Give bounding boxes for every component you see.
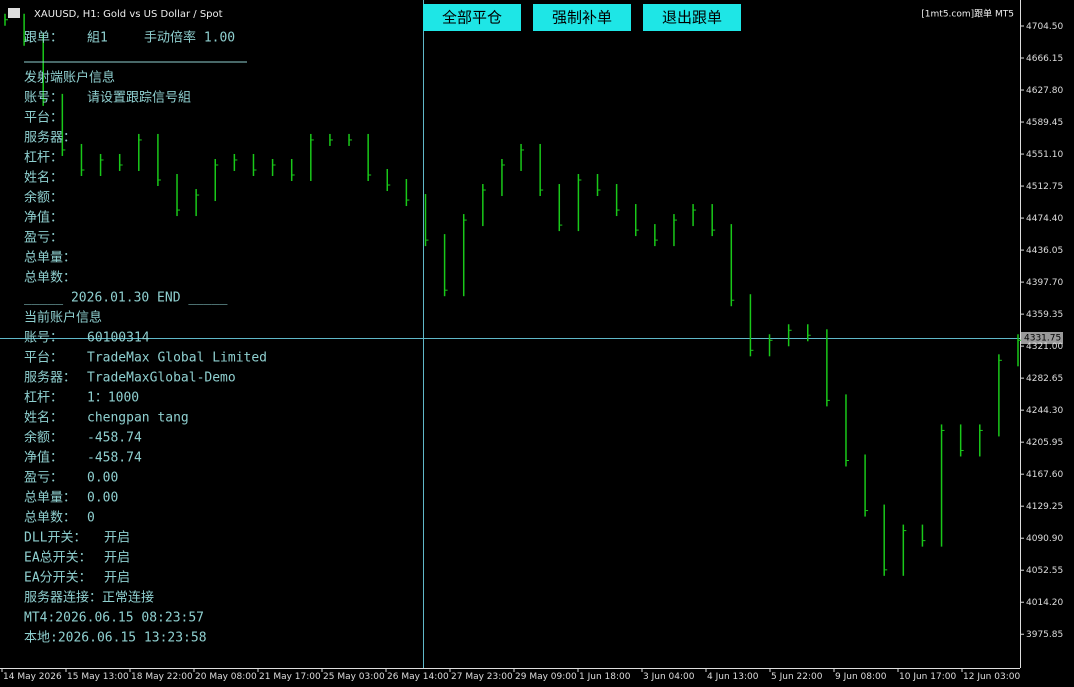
panel-text: 0: [87, 511, 95, 526]
panel-text: 请设置跟踪信号組: [87, 91, 191, 106]
y-tick-label: 4282.65: [1026, 374, 1063, 384]
button-label[interactable]: 强制补单: [552, 9, 612, 27]
panel-text: chengpan tang: [87, 411, 189, 426]
panel-text: 开启: [104, 571, 130, 586]
panel-text: 净值：: [24, 210, 63, 226]
panel-text: 发射端账户信息: [24, 70, 115, 86]
y-tick-label: 4397.70: [1026, 278, 1063, 288]
panel-text: 账号：: [24, 331, 63, 346]
x-tick-label: 4 Jun 13:00: [707, 672, 759, 682]
button[interactable]: 全部平仓: [423, 4, 521, 31]
button-label[interactable]: 全部平仓: [442, 9, 502, 27]
panel-text: 1：1000: [87, 391, 139, 406]
button[interactable]: 强制补单: [533, 4, 631, 31]
panel-text: MT4:2026.06.15 08:23:57: [24, 611, 204, 626]
panel-text: 姓名：: [24, 170, 63, 186]
x-tick-label: 1 Jun 18:00: [579, 672, 631, 682]
panel-text: TradeMaxGlobal-Demo: [87, 371, 236, 386]
y-tick-label: 4589.45: [1026, 118, 1063, 128]
y-tick-label: 4167.60: [1026, 470, 1063, 480]
y-tick-label: 4321.00: [1026, 342, 1063, 352]
panel-text: 余额：: [24, 430, 63, 446]
panel-text: 开启: [104, 531, 130, 546]
y-tick-label: 4551.10: [1026, 150, 1063, 160]
x-tick-label: 14 May 2026: [3, 672, 62, 682]
panel-text: 开启: [104, 551, 130, 566]
x-tick-label: 9 Jun 08:00: [835, 672, 887, 682]
x-tick-label: 29 May 09:00: [515, 672, 577, 682]
button-bg[interactable]: [643, 4, 741, 31]
button-bg[interactable]: [423, 4, 521, 31]
x-tick-label: 26 May 14:00: [387, 672, 449, 682]
panel-text: TradeMax Global Limited: [87, 351, 267, 366]
y-tick-label: 4129.25: [1026, 502, 1063, 512]
x-tick-label: 3 Jun 04:00: [643, 672, 695, 682]
panel-text: 跟单：: [24, 31, 63, 46]
y-tick-label: 4666.15: [1026, 54, 1063, 64]
y-tick-label: 4474.40: [1026, 214, 1063, 224]
y-tick-label: 4627.80: [1026, 86, 1063, 96]
panel-text: DLL开关：: [24, 531, 86, 546]
panel-text: -458.74: [87, 451, 142, 466]
x-tick-label: 15 May 13:00: [67, 672, 129, 682]
x-tick-label: 27 May 23:00: [451, 672, 513, 682]
panel-text: 0.00: [87, 471, 118, 486]
brand: [1mt5.com]跟单 MT5: [921, 8, 1014, 20]
y-tick-label: 4359.35: [1026, 310, 1063, 320]
panel-text: 总单数：: [24, 511, 76, 526]
button[interactable]: 退出跟单: [643, 4, 741, 31]
panel-text: 60100314: [87, 331, 150, 346]
y-tick-label: 4052.55: [1026, 566, 1063, 576]
panel-text: 净值：: [24, 450, 63, 466]
x-tick-label: 25 May 03:00: [323, 672, 385, 682]
y-tick-label: 3975.85: [1026, 630, 1063, 640]
x-tick-label: 18 May 22:00: [131, 672, 193, 682]
menu-icon[interactable]: [8, 8, 20, 18]
panel-text: 服务器：: [24, 130, 76, 146]
x-tick-label: 10 Jun 17:00: [899, 672, 956, 682]
panel-text: -458.74: [87, 431, 142, 446]
panel-text: 总单数：: [24, 271, 76, 286]
panel-text: 本地:2026.06.15 13:23:58: [24, 631, 207, 646]
x-tick-label: 20 May 08:00: [195, 672, 257, 682]
y-tick-label: 4205.95: [1026, 438, 1063, 448]
panel-text: 总单量：: [24, 251, 76, 266]
button-label[interactable]: 退出跟单: [662, 9, 722, 27]
panel-text: EA总开关：: [24, 551, 92, 566]
panel-text: 服务器：: [24, 370, 76, 386]
panel-text: 姓名：: [24, 410, 63, 426]
current-price: 4331.75: [1024, 334, 1061, 344]
button-bg[interactable]: [533, 4, 631, 31]
panel-text: 账号：: [24, 91, 63, 106]
panel-text: _____ 2026.01.30 END _____: [24, 291, 228, 306]
price-tag: [1021, 332, 1063, 344]
panel-text: 手动倍率 1.00: [144, 30, 235, 46]
panel-text: 平台：: [24, 111, 63, 126]
panel-text: 杠杆：: [24, 150, 63, 166]
y-tick-label: 4090.90: [1026, 534, 1063, 544]
y-tick-label: 4704.50: [1026, 22, 1063, 32]
panel-text: 杠杆：: [24, 390, 63, 406]
panel-text: 組1: [87, 31, 108, 46]
x-tick-label: 5 Jun 22:00: [771, 672, 823, 682]
y-tick-label: 4436.05: [1026, 246, 1063, 256]
panel-text: 余额：: [24, 190, 63, 206]
panel-text: EA分开关：: [24, 571, 92, 586]
panel-text: 盈亏：: [24, 471, 63, 486]
y-tick-label: 4244.30: [1026, 406, 1063, 416]
y-tick-label: 4512.75: [1026, 182, 1063, 192]
symbol-title: XAUUSD, H1: Gold vs US Dollar / Spot: [34, 9, 223, 20]
y-tick-label: 4014.20: [1026, 598, 1063, 608]
panel-text: 当前账户信息: [24, 310, 102, 326]
panel-text: 总单量：: [24, 491, 76, 506]
x-tick-label: 12 Jun 03:00: [963, 672, 1020, 682]
panel-text: 平台：: [24, 351, 63, 366]
panel-text: 盈亏：: [24, 231, 63, 246]
x-tick-label: 21 May 17:00: [259, 672, 321, 682]
panel-text: 0.00: [87, 491, 118, 506]
panel-text: 服务器连接：正常连接: [24, 590, 154, 606]
